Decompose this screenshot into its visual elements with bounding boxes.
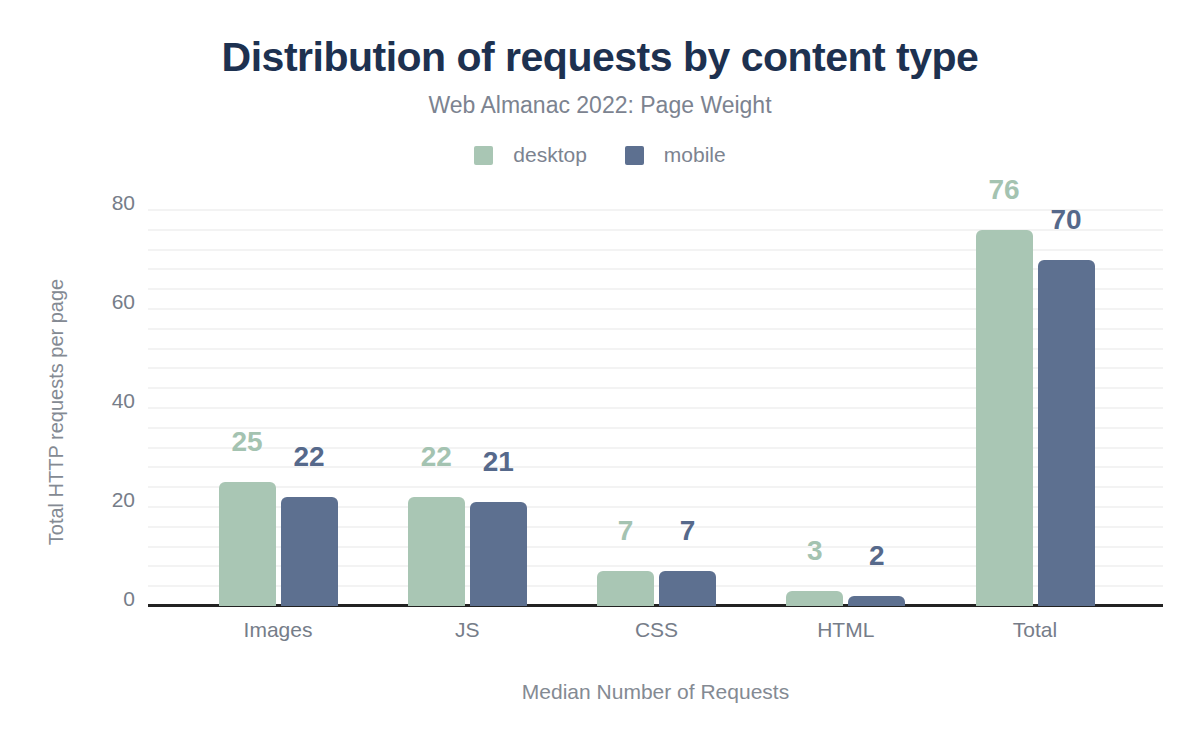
x-category-label-total: Total: [955, 615, 1115, 645]
bar-mobile-html[interactable]: [848, 596, 905, 606]
bar-mobile-js[interactable]: [470, 502, 527, 606]
y-tick-label: 40: [0, 389, 135, 413]
gridline: [148, 209, 1163, 211]
bar-desktop-images[interactable]: [219, 482, 276, 606]
x-category-label-html: HTML: [766, 615, 926, 645]
bar-mobile-images[interactable]: [281, 497, 338, 606]
bar-mobile-css[interactable]: [659, 571, 716, 606]
legend-label-desktop: desktop: [513, 143, 587, 167]
plot-area: 2522737622217270: [148, 185, 1163, 606]
value-label-mobile-images: 22: [259, 443, 359, 471]
chart-subtitle: Web Almanac 2022: Page Weight: [0, 92, 1200, 119]
legend-item-desktop[interactable]: desktop: [474, 143, 587, 167]
legend-label-mobile: mobile: [664, 143, 726, 167]
x-category-label-images: Images: [198, 615, 358, 645]
y-tick-label: 80: [0, 191, 135, 215]
chart-canvas: Distribution of requests by content type…: [0, 0, 1200, 742]
bar-desktop-html[interactable]: [786, 591, 843, 606]
desktop-swatch-icon: [474, 146, 493, 165]
y-tick-label: 60: [0, 290, 135, 314]
mobile-swatch-icon: [625, 146, 644, 165]
bar-desktop-js[interactable]: [408, 497, 465, 606]
legend-item-mobile[interactable]: mobile: [625, 143, 726, 167]
value-label-mobile-html: 2: [827, 542, 927, 570]
legend: desktop mobile: [0, 143, 1200, 167]
x-category-label-js: JS: [387, 615, 547, 645]
value-label-mobile-css: 7: [638, 517, 738, 545]
value-label-mobile-js: 21: [448, 448, 548, 476]
bar-desktop-css[interactable]: [597, 571, 654, 606]
chart-title: Distribution of requests by content type: [0, 34, 1200, 81]
value-label-desktop-total: 76: [954, 176, 1054, 204]
bar-desktop-total[interactable]: [976, 230, 1033, 606]
y-tick-label: 20: [0, 488, 135, 512]
y-tick-label: 0: [0, 587, 135, 611]
x-category-label-css: CSS: [577, 615, 737, 645]
bar-mobile-total[interactable]: [1038, 260, 1095, 607]
value-label-mobile-total: 70: [1016, 206, 1116, 234]
x-axis-title: Median Number of Requests: [148, 680, 1163, 704]
